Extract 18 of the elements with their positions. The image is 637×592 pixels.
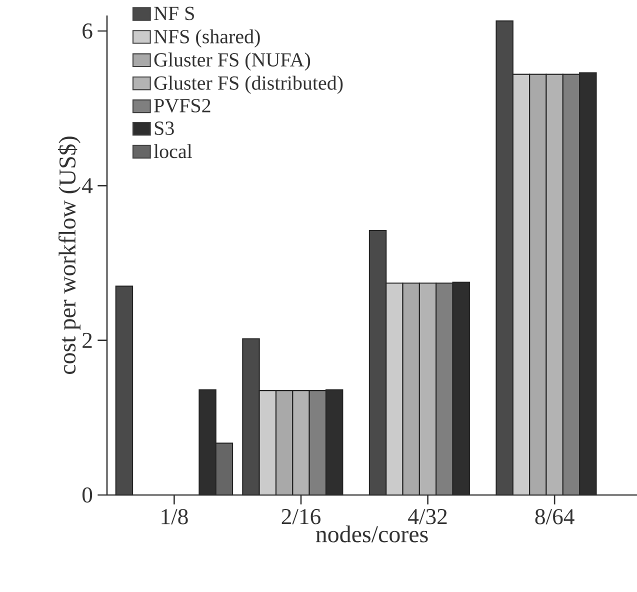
y-tick-label: 0: [82, 487, 92, 503]
x-axis-title: nodes/cores: [316, 525, 428, 542]
legend-label: PVFS2: [154, 98, 210, 112]
legend-label: Gluster FS (distributed): [154, 76, 343, 94]
x-tick-label: 1/8: [162, 509, 188, 524]
y-tick-label: 6: [82, 23, 92, 39]
y-axis-title: cost per workflow (US$): [58, 136, 80, 374]
legend-label: local: [154, 144, 192, 158]
legend-label: NFS (shared): [154, 29, 260, 48]
bar: [115, 286, 134, 496]
legend-label: NF S: [154, 6, 194, 20]
legend-label: S3: [154, 122, 174, 135]
x-tick-label: 8/64: [535, 509, 574, 524]
y-tick-label: 4: [82, 178, 93, 194]
x-tick-label: 2/16: [282, 509, 320, 524]
x-tick-label: 4/32: [408, 509, 447, 524]
legend-label: Gluster FS (NUFA): [154, 52, 310, 71]
y-tick-label: 2: [82, 332, 92, 348]
